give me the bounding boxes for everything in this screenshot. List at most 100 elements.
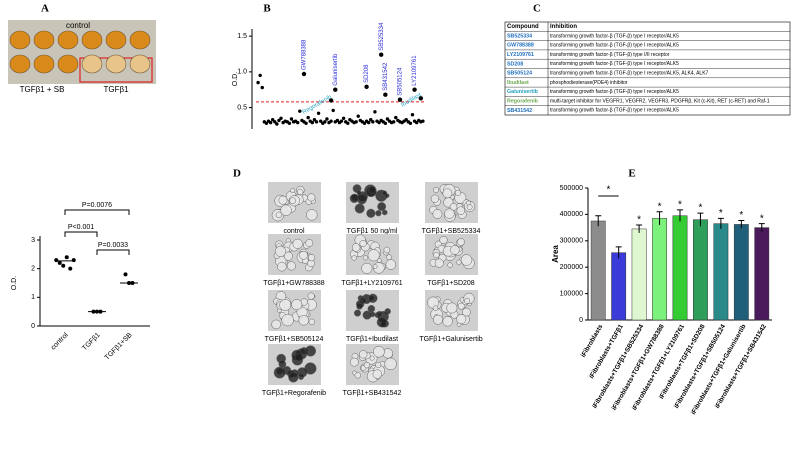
spheroid xyxy=(359,350,368,359)
spheroid xyxy=(439,235,448,245)
spheroid xyxy=(454,189,462,196)
spheroid xyxy=(372,264,378,269)
inhibition-text: transforming growth factor-β (TGF-β) typ… xyxy=(550,61,679,67)
spheroid xyxy=(460,254,473,266)
data-point xyxy=(335,118,340,123)
panel-label: B xyxy=(263,3,271,15)
spheroid xyxy=(457,238,465,246)
spheroid xyxy=(382,348,393,359)
spheroid xyxy=(386,254,392,261)
highlight-point xyxy=(328,98,334,103)
y-tick-label: 1.5 xyxy=(237,33,247,40)
spheroid xyxy=(277,261,287,272)
spheroid xyxy=(456,314,467,325)
spheroid xyxy=(359,239,367,248)
data-point xyxy=(273,120,277,124)
micrograph-caption: TGFβ1+SB431542 xyxy=(343,390,402,397)
p-value: P=0.0033 xyxy=(98,242,128,249)
spheroid xyxy=(278,360,287,369)
spheroid xyxy=(305,239,314,247)
data-point xyxy=(339,119,344,123)
micrograph-texture xyxy=(349,184,390,218)
y-axis-label: O.D. xyxy=(232,72,239,86)
data-point xyxy=(312,118,317,122)
spheroid xyxy=(281,313,294,327)
spheroid xyxy=(442,188,453,199)
spheroid xyxy=(384,357,397,371)
bar xyxy=(590,220,606,321)
micrograph-caption: TGFβ1+Ibudilast xyxy=(346,336,398,343)
spheroid xyxy=(275,245,287,257)
spheroid xyxy=(351,243,361,252)
spheroid xyxy=(298,314,309,326)
significance: * xyxy=(739,210,743,221)
micrograph-texture xyxy=(271,291,317,330)
spheroid xyxy=(288,372,299,383)
spheroid xyxy=(354,203,365,214)
panel-label: D xyxy=(233,168,241,180)
spheroid xyxy=(307,254,316,262)
spheroid xyxy=(283,251,293,261)
p-value: P=0.0076 xyxy=(82,202,112,209)
spheroid xyxy=(442,316,453,327)
data-point xyxy=(421,119,425,123)
bracket xyxy=(64,209,130,215)
spheroid xyxy=(430,194,440,203)
plate-label: TGFβ1 xyxy=(103,85,129,94)
data-point xyxy=(331,108,335,113)
spheroid xyxy=(432,209,443,219)
data-point xyxy=(373,110,377,114)
compound-name: Regorafenib xyxy=(507,98,539,104)
compound-label: Galunisertib xyxy=(333,53,339,86)
data-point xyxy=(304,121,308,125)
spheroid xyxy=(275,211,283,219)
spheroid xyxy=(294,353,304,362)
plate-photo xyxy=(8,20,156,84)
y-axis-label: Area xyxy=(551,245,560,263)
spheroid xyxy=(373,345,385,358)
spheroid xyxy=(354,372,361,379)
micrograph-caption: TGFβ1+SD208 xyxy=(427,280,475,287)
data-point xyxy=(356,114,360,118)
micrograph-caption: TGFβ1 50 ng/ml xyxy=(347,228,398,235)
error-bar xyxy=(758,223,765,232)
spheroid xyxy=(292,238,303,249)
data-point xyxy=(394,115,398,120)
spheroid xyxy=(446,302,458,314)
micrograph-caption: TGFβ1+GW788388 xyxy=(263,280,325,287)
panel-label: C xyxy=(533,3,541,15)
spheroid xyxy=(351,255,357,261)
table-header: Inhibition xyxy=(550,24,577,30)
inhibition-text: transforming growth factor-β (TGF-β) typ… xyxy=(550,89,679,95)
error-bar xyxy=(656,211,663,225)
data-point xyxy=(329,119,333,123)
compound-name: SD208 xyxy=(507,61,523,67)
data-point xyxy=(410,113,415,117)
y-tick-label: 0 xyxy=(579,317,583,324)
spheroid xyxy=(362,255,368,261)
data-point xyxy=(277,118,281,123)
compound-label: GW788388 xyxy=(302,39,308,70)
data-point xyxy=(279,116,283,120)
compound-label: Ibudilast xyxy=(400,92,423,109)
highlight-point xyxy=(301,71,307,77)
error-bar xyxy=(677,209,683,222)
micrograph-caption: TGFβ1+Galunisertib xyxy=(419,336,482,343)
y-tick-label: 2 xyxy=(31,266,35,273)
spheroid xyxy=(297,367,308,378)
significance: * xyxy=(658,201,662,212)
spheroid xyxy=(462,307,471,317)
compound-name: LY2109761 xyxy=(507,52,534,58)
data-point xyxy=(346,121,350,125)
data-point xyxy=(57,260,62,265)
compound-label: LY2109761 xyxy=(412,55,418,86)
y-tick-label: 300000 xyxy=(560,238,583,245)
spheroid xyxy=(289,197,296,205)
well xyxy=(81,30,103,50)
micrograph-texture xyxy=(427,292,475,327)
y-tick-label: 0.5 xyxy=(237,104,247,111)
inhibition-text: transforming growth factor-β (TGF-β) typ… xyxy=(550,108,679,114)
spheroid xyxy=(361,262,373,274)
y-tick-label: 3 xyxy=(31,237,35,244)
data-point xyxy=(341,116,346,120)
